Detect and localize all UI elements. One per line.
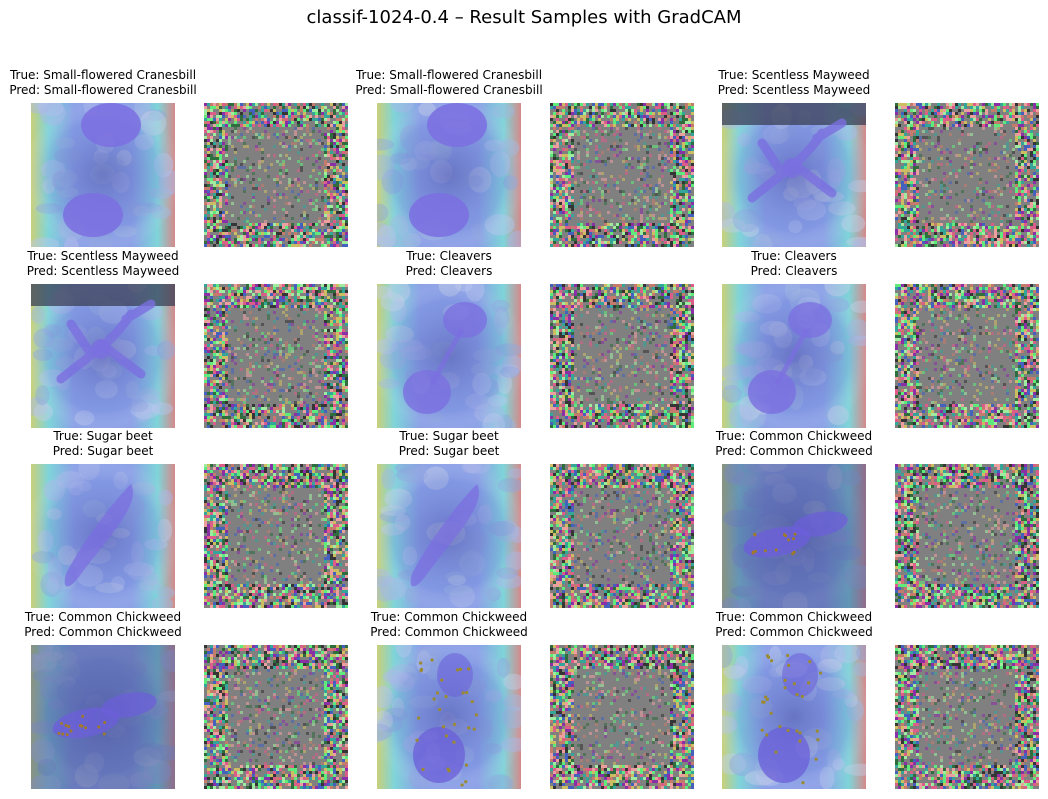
- guided-backprop-image: [895, 284, 1039, 428]
- true-label: True: Cleavers: [406, 249, 492, 263]
- pred-label: Pred: Common Chickweed: [715, 444, 873, 458]
- pred-label: Pred: Common Chickweed: [24, 625, 182, 639]
- pred-label: Pred: Scentless Mayweed: [717, 83, 871, 97]
- guided-backprop-image: [204, 103, 348, 247]
- sample-caption: True: Cleavers Pred: Cleavers: [674, 249, 914, 279]
- pred-label: Pred: Sugar beet: [398, 444, 500, 458]
- guided-backprop-image: [550, 284, 694, 428]
- true-label: True: Small-flowered Cranesbill: [9, 68, 197, 82]
- sample-caption: True: Common Chickweed Pred: Common Chick…: [329, 610, 569, 640]
- gradcam-overlay-image: [722, 464, 866, 608]
- gradcam-overlay-image: [31, 464, 175, 608]
- true-label: True: Scentless Mayweed: [27, 249, 179, 263]
- sample-caption: True: Common Chickweed Pred: Common Chick…: [674, 429, 914, 459]
- gradcam-overlay-image: [722, 284, 866, 428]
- gradcam-overlay-image: [377, 464, 521, 608]
- true-label: True: Common Chickweed: [24, 610, 182, 624]
- guided-backprop-image: [550, 103, 694, 247]
- pred-label: Pred: Common Chickweed: [370, 625, 528, 639]
- guided-backprop-image: [895, 103, 1039, 247]
- gradcam-overlay-image: [31, 284, 175, 428]
- pred-label: Pred: Common Chickweed: [715, 625, 873, 639]
- true-label: True: Common Chickweed: [715, 429, 873, 443]
- guided-backprop-image: [895, 464, 1039, 608]
- guided-backprop-image: [204, 645, 348, 789]
- true-label: True: Sugar beet: [53, 429, 153, 443]
- sample-caption: True: Cleavers Pred: Cleavers: [329, 249, 569, 279]
- gradcam-overlay-image: [722, 103, 866, 247]
- sample-caption: True: Small-flowered Cranesbill Pred: Sma…: [329, 68, 569, 98]
- guided-backprop-image: [204, 464, 348, 608]
- true-label: True: Cleavers: [751, 249, 837, 263]
- true-label: True: Small-flowered Cranesbill: [355, 68, 543, 82]
- sample-caption: True: Common Chickweed Pred: Common Chick…: [674, 610, 914, 640]
- pred-label: Pred: Sugar beet: [52, 444, 154, 458]
- sample-caption: True: Small-flowered Cranesbill Pred: Sma…: [0, 68, 223, 98]
- true-label: True: Common Chickweed: [370, 610, 528, 624]
- true-label: True: Scentless Mayweed: [718, 68, 870, 82]
- pred-label: Pred: Small-flowered Cranesbill: [9, 83, 197, 97]
- gradcam-overlay-image: [31, 645, 175, 789]
- gradcam-overlay-image: [722, 645, 866, 789]
- pred-label: Pred: Cleavers: [405, 264, 493, 278]
- sample-caption: True: Sugar beet Pred: Sugar beet: [329, 429, 569, 459]
- figure-title: classif-1024-0.4 – Result Samples with G…: [306, 7, 742, 28]
- guided-backprop-image: [895, 645, 1039, 789]
- guided-backprop-image: [550, 464, 694, 608]
- pred-label: Pred: Scentless Mayweed: [26, 264, 180, 278]
- gradcam-overlay-image: [377, 284, 521, 428]
- gradcam-overlay-image: [377, 645, 521, 789]
- sample-caption: True: Scentless Mayweed Pred: Scentless M…: [674, 68, 914, 98]
- sample-caption: True: Sugar beet Pred: Sugar beet: [0, 429, 223, 459]
- pred-label: Pred: Small-flowered Cranesbill: [355, 83, 543, 97]
- true-label: True: Common Chickweed: [715, 610, 873, 624]
- true-label: True: Sugar beet: [399, 429, 499, 443]
- sample-caption: True: Common Chickweed Pred: Common Chick…: [0, 610, 223, 640]
- guided-backprop-image: [204, 284, 348, 428]
- gradcam-overlay-image: [31, 103, 175, 247]
- sample-caption: True: Scentless Mayweed Pred: Scentless M…: [0, 249, 223, 279]
- gradcam-overlay-image: [377, 103, 521, 247]
- guided-backprop-image: [550, 645, 694, 789]
- pred-label: Pred: Cleavers: [750, 264, 838, 278]
